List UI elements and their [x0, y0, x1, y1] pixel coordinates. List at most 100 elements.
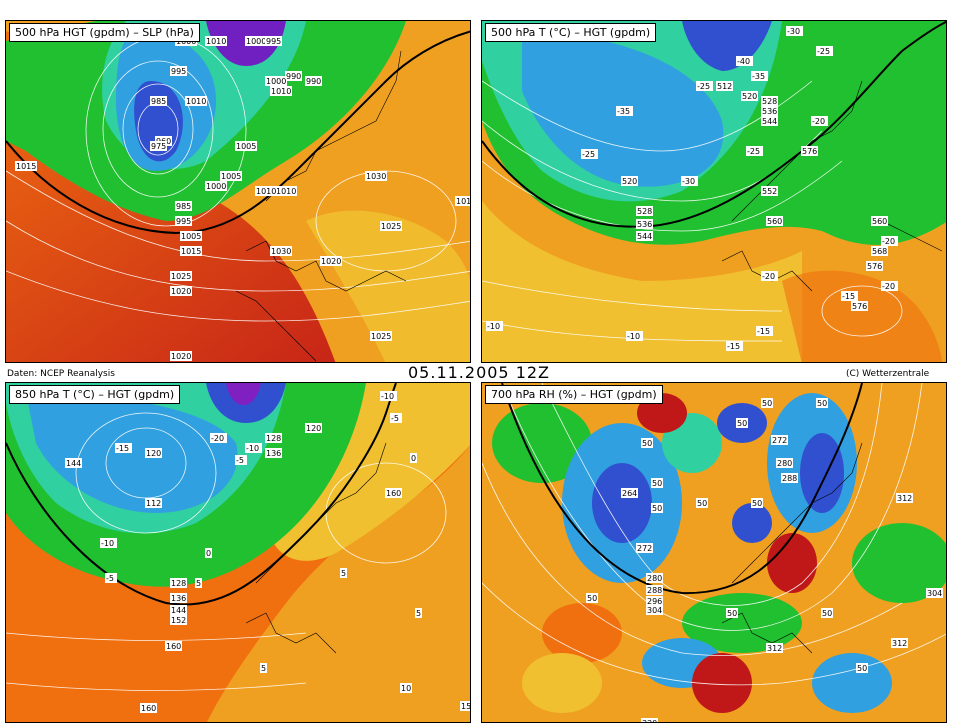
contour-label-bg: [926, 588, 943, 598]
contour-label-bg: [761, 96, 778, 106]
contour-label-bg: [455, 196, 470, 206]
contour-label: 50: [727, 609, 737, 618]
contour-label-bg: [766, 643, 783, 653]
contour-label: 1020: [321, 257, 341, 266]
contour-label: 1010: [271, 87, 291, 96]
contour-label: 136: [171, 594, 186, 603]
contour-label-bg: [766, 216, 783, 226]
contour-label-bg: [486, 321, 503, 331]
contour-label: 280: [647, 574, 662, 583]
contour-label-bg: [641, 718, 658, 722]
contour-label-bg: [170, 351, 192, 361]
contour-label-bg: [100, 538, 117, 548]
contour-label-bg: [736, 418, 748, 428]
contour-label-bg: [726, 341, 743, 351]
contour-label: -15: [116, 444, 129, 453]
contour-label: -35: [752, 72, 765, 81]
contour-label: -20: [762, 272, 775, 281]
contour-label: 152: [171, 616, 186, 625]
contour-label-bg: [270, 86, 292, 96]
contour-label: 128: [266, 434, 281, 443]
contour-label-bg: [165, 641, 182, 651]
contour-label-bg: [175, 201, 192, 211]
contour-label-bg: [636, 206, 653, 216]
contour-label: -10: [627, 332, 640, 341]
contour-label: 528: [762, 97, 777, 106]
contour-label: -5: [106, 574, 114, 583]
contour-label: 1000: [246, 37, 266, 46]
contour-label-bg: [235, 141, 257, 151]
contour-label: -30: [682, 177, 695, 186]
contour-label-bg: [651, 478, 663, 488]
contour-label: 1010: [206, 37, 226, 46]
contour-label-bg: [260, 663, 267, 673]
contour-label: 995: [266, 37, 281, 46]
contour-label: 120: [146, 449, 161, 458]
contour-label: 560: [872, 217, 887, 226]
panel-500hpa-temp-hgt: -30 -25 -40 -35 512 520 -25 528 536 544 -35 -20 -25 5…: [481, 20, 947, 363]
contour-label-bg: [771, 435, 788, 445]
contour-label: -10: [487, 322, 500, 331]
contour-label: 1020: [171, 352, 191, 361]
contour-label-bg: [285, 71, 302, 81]
contour-label: -20: [812, 117, 825, 126]
map-700hpa-rh-hgt: 50 50 50 272 50 280 50 288 264 50 50 312 272 50 280 288…: [482, 383, 946, 722]
contour-label: 1005: [221, 172, 241, 181]
contour-label: -5: [236, 456, 244, 465]
contour-label: 264: [622, 489, 637, 498]
contour-label-bg: [170, 271, 192, 281]
contour-label-bg: [275, 186, 297, 196]
contour-label-bg: [581, 149, 598, 159]
contour-label: 50: [737, 419, 747, 428]
contour-label-bg: [340, 568, 347, 578]
map-500hpa-hgt-slp: 9951000101010009959901010985100510109901…: [6, 21, 470, 362]
contour-label: 1005: [236, 142, 256, 151]
contour-label-bg: [681, 176, 698, 186]
contour-label-bg: [170, 593, 187, 603]
contour-label-bg: [365, 171, 387, 181]
contour-label-bg: [586, 593, 598, 603]
contour-label-bg: [696, 498, 708, 508]
contour-label: 272: [772, 436, 787, 445]
contour-label-bg: [255, 186, 277, 196]
date-label: 05.11.2005 12Z: [408, 363, 551, 382]
contour-label: 1000: [266, 77, 286, 86]
contour-label-bg: [621, 176, 638, 186]
contour-label: 288: [782, 474, 797, 483]
contour-label: 50: [587, 594, 597, 603]
contour-label: 1015: [16, 162, 36, 171]
contour-label-bg: [816, 398, 828, 408]
contour-label: -10: [246, 444, 259, 453]
contour-label: 304: [927, 589, 942, 598]
contour-label: -20: [211, 434, 224, 443]
contour-label: 296: [647, 597, 662, 606]
contour-label-bg: [856, 663, 868, 673]
contour-label-bg: [871, 246, 888, 256]
contour-label-bg: [871, 216, 888, 226]
contour-label-bg: [195, 578, 202, 588]
contour-label: 312: [892, 639, 907, 648]
panel-title-4: 700 hPa RH (%) – HGT (gpdm): [485, 385, 663, 404]
contour-label: 985: [176, 202, 191, 211]
contour-label-bg: [646, 585, 663, 595]
contour-label-bg: [761, 271, 778, 281]
panel-4-labels: 50 50 50 272 50 280 50 288 264 50 50 312 272 50 280 288…: [586, 398, 943, 722]
contour-label: 15: [461, 702, 471, 711]
contour-label-bg: [761, 398, 773, 408]
contour-label-bg: [115, 443, 132, 453]
contour-label: -10: [101, 539, 114, 548]
contour-label-bg: [801, 146, 818, 156]
contour-label: -20: [882, 237, 895, 246]
contour-label-bg: [716, 81, 733, 91]
contour-label-bg: [761, 106, 778, 116]
contour-label: 1025: [371, 332, 391, 341]
contour-label-bg: [220, 171, 242, 181]
contour-label-bg: [636, 543, 653, 553]
panel-1-labels: 9951000101010009959901010985100510109901…: [15, 36, 470, 361]
contour-label-bg: [866, 261, 883, 271]
contour-label-bg: [170, 605, 187, 615]
contour-label-bg: [380, 221, 402, 231]
contour-label: 568: [872, 247, 887, 256]
contour-label-bg: [390, 413, 402, 423]
